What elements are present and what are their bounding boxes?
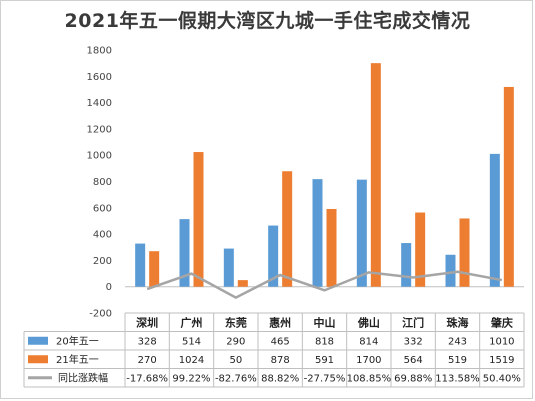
table-cell: 113.58% — [435, 373, 480, 384]
y-tick-label: 1200 — [87, 124, 112, 135]
chart-title: 2021年五一假期大湾区九城一手住宅成交情况 — [64, 10, 471, 32]
y-tick-label: 800 — [93, 177, 112, 188]
table-cell: 1010 — [489, 336, 514, 347]
table-cell: 878 — [271, 355, 290, 366]
bar-y2020-4 — [312, 179, 323, 287]
y-tick-label: 1800 — [87, 46, 112, 57]
legend-key — [28, 336, 48, 345]
y-tick-label: 1600 — [87, 72, 112, 83]
table-cell: -17.68% — [126, 373, 168, 384]
table-cell: 519 — [448, 355, 467, 366]
bar-y2021-5 — [370, 63, 381, 287]
bar-y2021-8 — [503, 86, 514, 287]
table-cell: 290 — [226, 336, 245, 347]
bar-y2020-2 — [223, 248, 234, 287]
bar-y2020-7 — [445, 254, 456, 287]
y-tick-label: 1400 — [87, 98, 112, 109]
table-cell: 332 — [404, 336, 423, 347]
category-label: 东莞 — [225, 315, 247, 329]
bar-y2020-6 — [401, 243, 412, 287]
table-cell: 1024 — [179, 355, 204, 366]
table-cell: 591 — [315, 355, 334, 366]
category-label: 中山 — [314, 315, 336, 329]
bar-y2021-4 — [326, 208, 337, 287]
bar-y2021-1 — [193, 152, 204, 287]
table-cell: 1700 — [356, 355, 381, 366]
table-cell: 818 — [315, 336, 334, 347]
table-cell: 328 — [138, 336, 157, 347]
growth-line — [146, 270, 503, 299]
bar-y2020-8 — [489, 153, 500, 287]
category-label: 珠海 — [447, 315, 469, 329]
bar-y2020-0 — [135, 243, 146, 287]
y-tick-label: 200 — [93, 256, 112, 267]
legend-label: 21年五一 — [56, 353, 99, 366]
table-cell: -82.76% — [215, 373, 257, 384]
y-tick-label: 600 — [93, 203, 112, 214]
category-label: 广州 — [181, 315, 203, 329]
table-cell: 465 — [271, 336, 290, 347]
line-layer — [146, 270, 503, 299]
table-cell: 1519 — [489, 355, 514, 366]
bar-y2020-1 — [179, 219, 190, 287]
table-cell: 99.22% — [172, 373, 210, 384]
category-label: 江门 — [402, 315, 424, 329]
y-tick-label: 400 — [93, 230, 112, 241]
table-cell: 243 — [448, 336, 467, 347]
table-cell: 50.40% — [483, 373, 521, 384]
category-label: 肇庆 — [490, 315, 513, 329]
bar-y2021-6 — [415, 212, 426, 287]
y-tick-label: 0 — [106, 282, 112, 293]
y-tick-label: -200 — [89, 309, 112, 320]
table-cell: 88.82% — [261, 373, 299, 384]
table-cell: 108.85% — [347, 373, 392, 384]
category-label: 佛山 — [357, 315, 380, 329]
category-label: 深圳 — [136, 315, 158, 329]
axis-layer: -200 0 200 400 600 800 1000 1200 1400 1600 1800 — [87, 46, 524, 320]
legend-key — [28, 355, 48, 364]
bar-layer — [135, 63, 514, 287]
table-cell: 814 — [359, 336, 378, 347]
bar-y2021-3 — [282, 171, 293, 287]
category-label: 惠州 — [269, 315, 291, 329]
table-cell: 69.88% — [394, 373, 432, 384]
table-cell: -27.75% — [304, 373, 346, 384]
table-cell: 514 — [182, 336, 201, 347]
bar-y2020-5 — [356, 179, 367, 287]
y-tick-label: 1000 — [87, 151, 112, 162]
bar-y2020-3 — [268, 225, 279, 287]
table-cell: 564 — [404, 355, 423, 366]
legend-label: 同比涨跌幅 — [58, 371, 108, 384]
bar-y2021-2 — [237, 280, 248, 287]
legend-label: 20年五一 — [56, 334, 99, 347]
bar-y2021-7 — [459, 218, 470, 287]
data-table: 深圳 广州 东莞 惠州 中山 佛山 江门 珠海 肇庆 20年五一 328 514 290 465 818 81… — [23, 312, 525, 388]
bar-y2021-0 — [149, 251, 160, 287]
table-cell: 50 — [229, 355, 242, 366]
table-cell: 270 — [138, 355, 157, 366]
